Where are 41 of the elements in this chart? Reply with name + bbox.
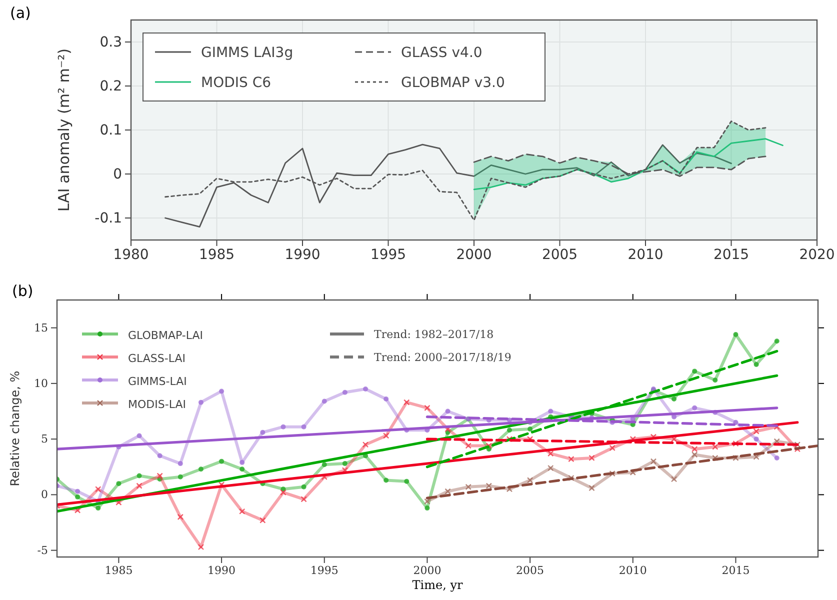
x-tick-label: 1985 (104, 564, 133, 577)
x-tick-label: 2000 (456, 246, 492, 263)
y-tick-label: 0.1 (100, 122, 122, 138)
y-tick-label: 0.3 (100, 34, 122, 50)
chart-title: (b) (12, 282, 34, 300)
legend-label: GLASS v4.0 (401, 45, 482, 61)
y-tick-label: 5 (41, 432, 48, 446)
legend-label: GLOBMAP-LAI (128, 329, 203, 342)
legend-label: GIMMS-LAI (128, 375, 187, 388)
chart-title: (a) (10, 4, 31, 22)
y-tick-label: -0.1 (94, 210, 122, 226)
x-tick-label: 2005 (516, 564, 544, 577)
x-tick-label: 2020 (799, 246, 835, 263)
legend-label: MODIS C6 (201, 75, 272, 91)
y-tick-label: 0 (41, 488, 48, 502)
annotation: Trend: 1982–2017/18 (374, 328, 494, 341)
y-tick-label: 15 (34, 321, 48, 334)
y-tick-label: 0 (113, 166, 122, 182)
x-axis-title: Time, yr (412, 578, 463, 592)
x-tick-label: 1990 (208, 564, 236, 577)
x-tick-label: 1980 (113, 246, 149, 263)
x-tick-label: 1990 (284, 246, 320, 263)
x-tick-label: 1995 (310, 564, 338, 577)
x-tick-label: 1985 (198, 246, 235, 263)
x-tick-label: 2010 (628, 246, 664, 263)
legend-label: MODIS-LAI (128, 398, 186, 411)
x-tick-label: 2015 (713, 246, 750, 263)
y-tick-label: 0.2 (100, 78, 122, 94)
y-axis-title: Relative change, % (8, 370, 22, 486)
y-tick-label: 10 (34, 376, 48, 390)
x-tick-label: 2005 (542, 246, 578, 263)
y-tick-label: -5 (37, 544, 48, 557)
x-tick-label: 2010 (618, 564, 647, 577)
x-tick-label: 2015 (722, 564, 750, 577)
annotation: Trend: 2000–2017/18/19 (374, 351, 512, 364)
y-axis-title: LAI anomaly (m² m⁻²) (55, 48, 73, 212)
x-tick-label: 1995 (370, 246, 406, 263)
legend-label: GLOBMAP v3.0 (401, 75, 505, 91)
legend-label: GIMMS LAI3g (201, 45, 294, 61)
x-tick-label: 2000 (413, 564, 442, 577)
legend-label: GLASS-LAI (128, 352, 186, 365)
